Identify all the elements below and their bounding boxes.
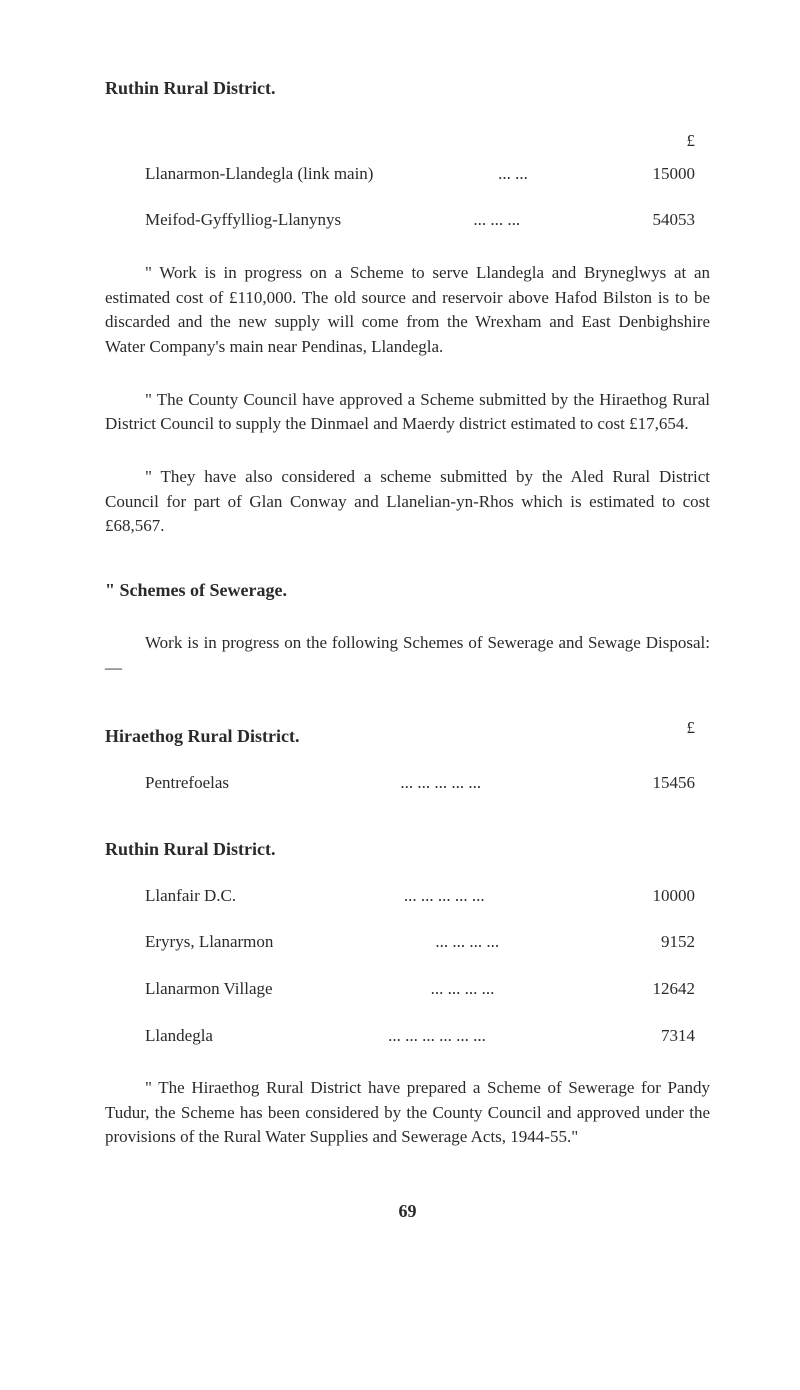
- row-llanarmon-llandegla: Llanarmon-Llandegla (link main) ... ... …: [105, 162, 710, 187]
- row-label: Eryrys, Llanarmon: [105, 930, 273, 955]
- row-dots: ... ... ... ... ...: [384, 884, 505, 909]
- row-label: Meifod-Gyffylliog-Llanynys: [105, 208, 341, 233]
- row-value: 10000: [652, 884, 710, 909]
- row-label: Llanarmon Village: [105, 977, 273, 1002]
- heading-hiraethog: Hiraethog Rural District.: [105, 723, 710, 749]
- pound-symbol-1: £: [105, 129, 710, 154]
- row-llanarmon-village: Llanarmon Village ... ... ... ... 12642: [105, 977, 710, 1002]
- row-label: Pentrefoelas: [105, 771, 229, 796]
- paragraph-hiraethog-scheme: " The Hiraethog Rural District have prep…: [105, 1076, 710, 1150]
- row-label: Llanarmon-Llandegla (link main): [105, 162, 373, 187]
- title-ruthin-rural: Ruthin Rural District.: [105, 75, 710, 101]
- row-meifod: Meifod-Gyffylliog-Llanynys ... ... ... 5…: [105, 208, 710, 233]
- row-llanfair: Llanfair D.C. ... ... ... ... ... 10000: [105, 884, 710, 909]
- row-dots: ... ... ... ...: [411, 977, 515, 1002]
- row-dots: ... ... ... ... ... ...: [368, 1024, 506, 1049]
- row-value: 12642: [652, 977, 710, 1002]
- paragraph-aled-rural: " They have also considered a scheme sub…: [105, 465, 710, 539]
- row-llandegla: Llandegla ... ... ... ... ... ... 7314: [105, 1024, 710, 1049]
- row-value: 15000: [652, 162, 710, 187]
- row-dots: ... ...: [478, 162, 548, 187]
- paragraph-work-sewerage: Work is in progress on the following Sch…: [105, 631, 710, 680]
- page-number: 69: [105, 1198, 710, 1224]
- row-eryrys: Eryrys, Llanarmon ... ... ... ... 9152: [105, 930, 710, 955]
- row-dots: ... ... ... ...: [415, 930, 519, 955]
- row-pentrefoelas: Pentrefoelas ... ... ... ... ... 15456: [105, 771, 710, 796]
- row-value: 15456: [653, 771, 711, 796]
- heading-schemes-sewerage: " Schemes of Sewerage.: [105, 577, 710, 603]
- row-label: Llandegla: [105, 1024, 213, 1049]
- paragraph-work-scheme: " Work is in progress on a Scheme to ser…: [105, 261, 710, 360]
- row-value: 9152: [661, 930, 710, 955]
- row-value: 54053: [652, 208, 710, 233]
- row-label: Llanfair D.C.: [105, 884, 236, 909]
- paragraph-county-council: " The County Council have approved a Sch…: [105, 388, 710, 437]
- row-dots: ... ... ...: [453, 208, 540, 233]
- row-dots: ... ... ... ... ...: [380, 771, 501, 796]
- heading-ruthin-rural-2: Ruthin Rural District.: [105, 836, 710, 862]
- row-value: 7314: [661, 1024, 710, 1049]
